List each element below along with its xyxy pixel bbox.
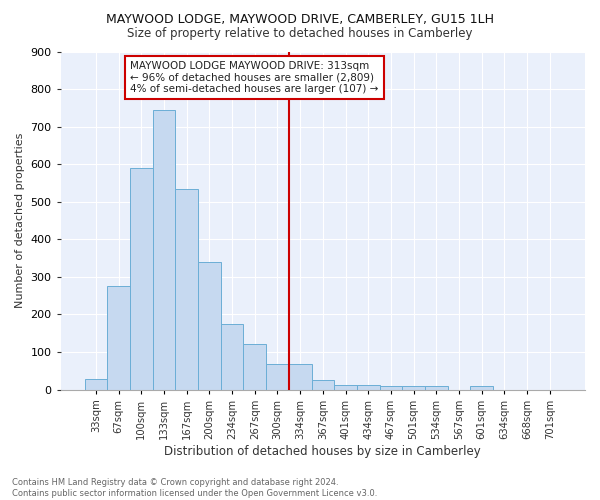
Bar	[470, 386, 493, 390]
Y-axis label: Number of detached properties: Number of detached properties	[15, 133, 25, 308]
Bar	[402, 386, 425, 390]
Bar	[334, 384, 357, 390]
Bar	[244, 344, 266, 390]
Bar	[85, 380, 107, 390]
Bar	[380, 386, 402, 390]
Bar	[266, 364, 289, 390]
Bar	[107, 286, 130, 390]
Bar	[425, 386, 448, 390]
X-axis label: Distribution of detached houses by size in Camberley: Distribution of detached houses by size …	[164, 444, 481, 458]
Bar	[175, 188, 198, 390]
Bar	[311, 380, 334, 390]
Bar	[221, 324, 244, 390]
Bar	[357, 384, 380, 390]
Bar	[130, 168, 152, 390]
Text: MAYWOOD LODGE, MAYWOOD DRIVE, CAMBERLEY, GU15 1LH: MAYWOOD LODGE, MAYWOOD DRIVE, CAMBERLEY,…	[106, 12, 494, 26]
Bar	[198, 262, 221, 390]
Text: Contains HM Land Registry data © Crown copyright and database right 2024.
Contai: Contains HM Land Registry data © Crown c…	[12, 478, 377, 498]
Bar	[152, 110, 175, 390]
Bar	[289, 364, 311, 390]
Text: MAYWOOD LODGE MAYWOOD DRIVE: 313sqm
← 96% of detached houses are smaller (2,809): MAYWOOD LODGE MAYWOOD DRIVE: 313sqm ← 96…	[130, 61, 379, 94]
Text: Size of property relative to detached houses in Camberley: Size of property relative to detached ho…	[127, 28, 473, 40]
